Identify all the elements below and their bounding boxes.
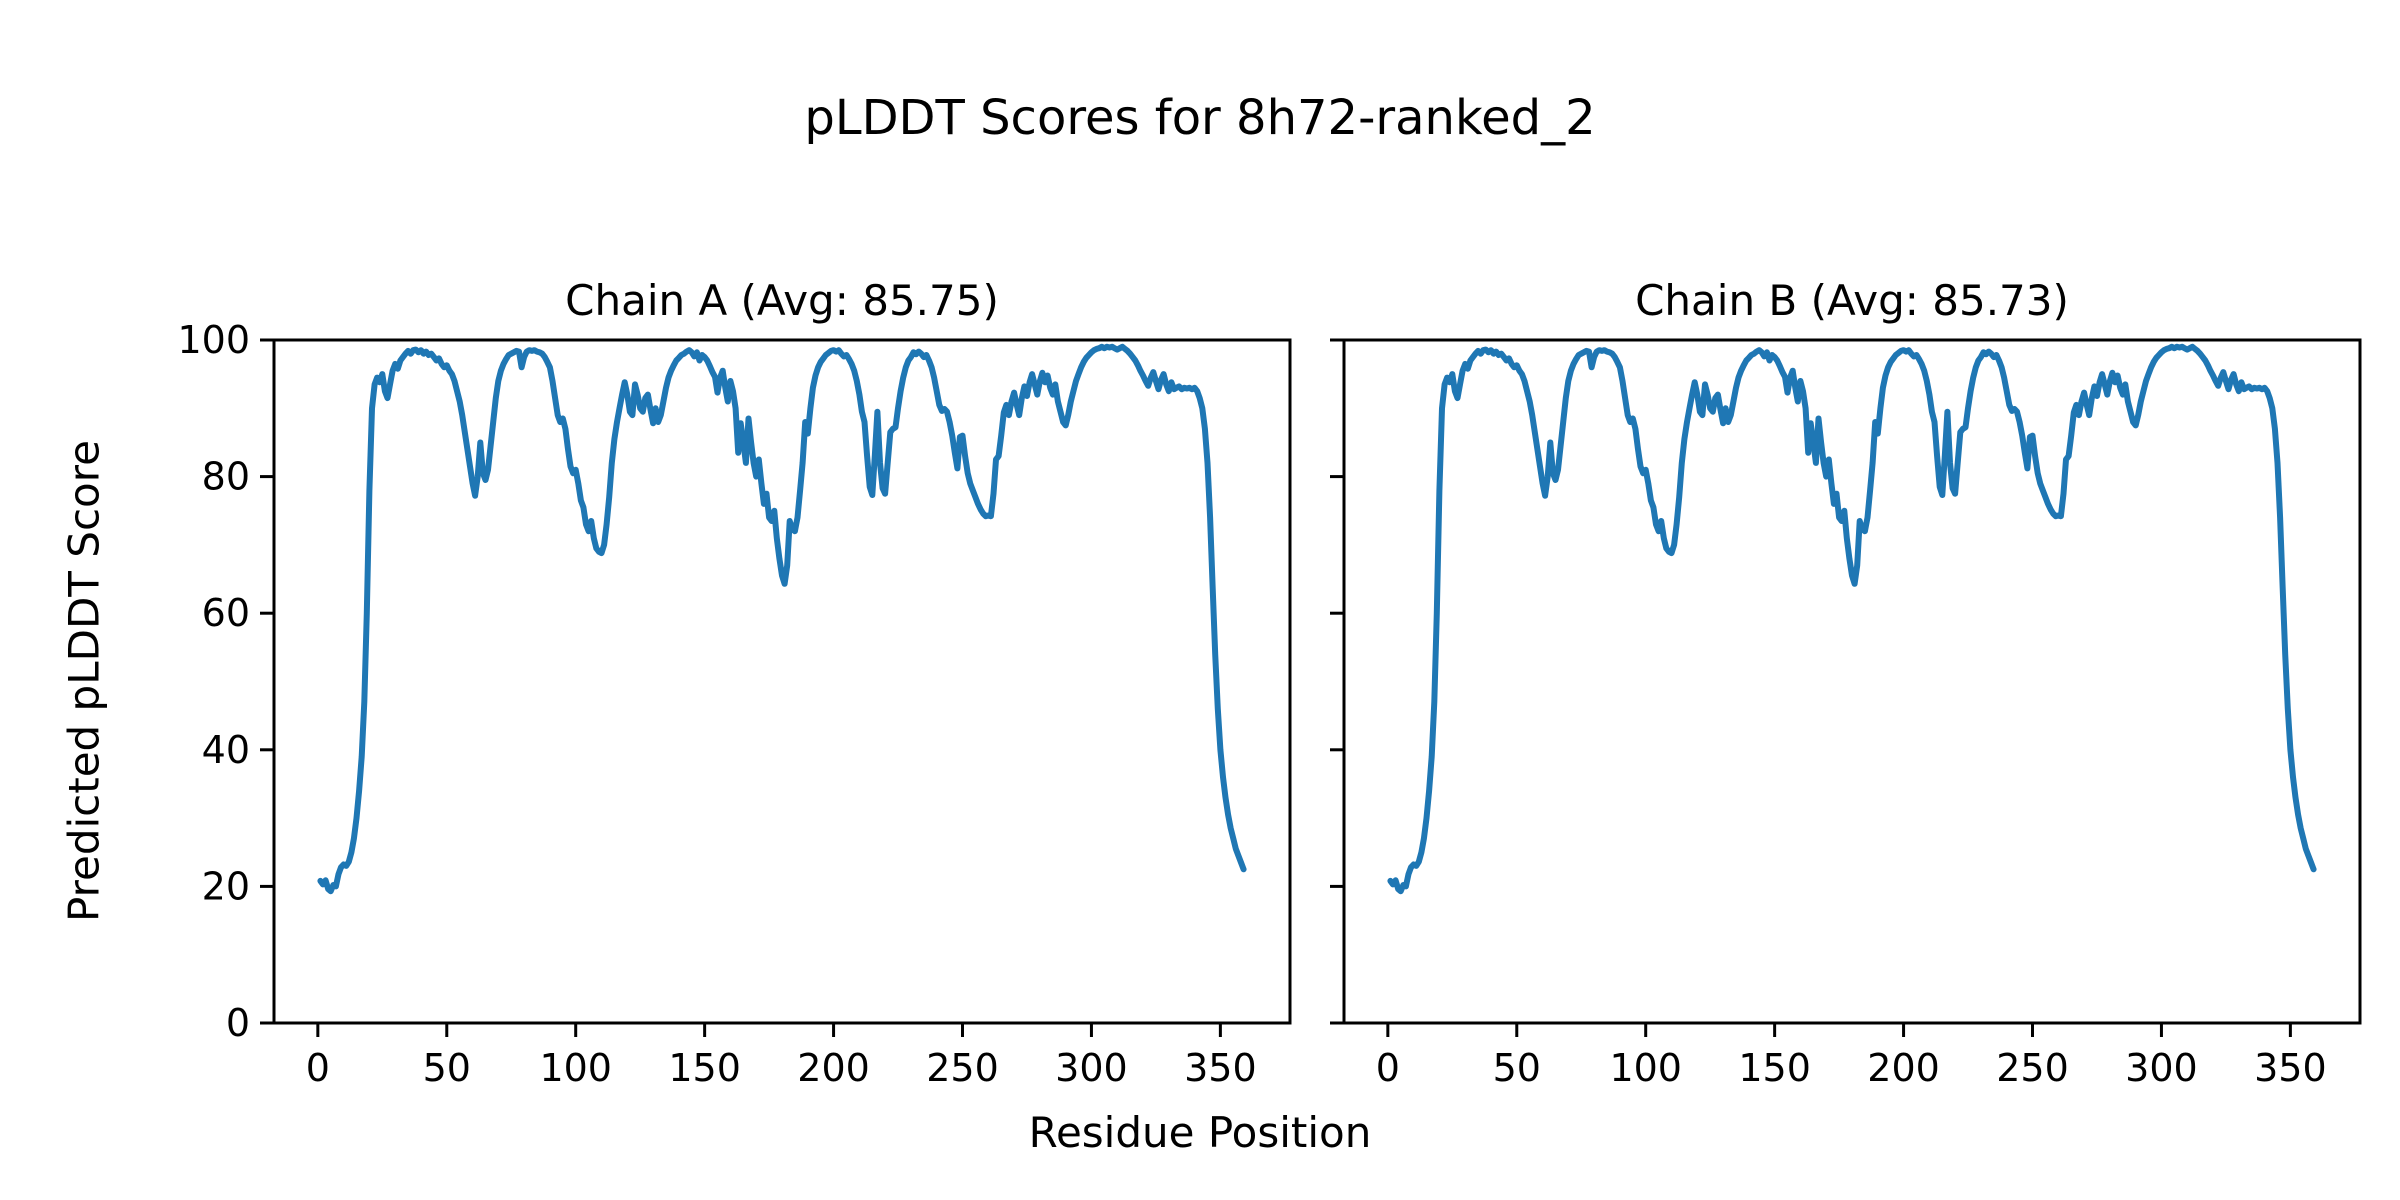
y-axis-label: Predicted pLDDT Score — [59, 440, 109, 922]
subplot-title-chain-b: Chain B (Avg: 85.73) — [1635, 276, 2069, 325]
axes-frame — [272, 338, 1292, 1025]
chain-a-plot: 0 50 100 150 200 250 300 350 0 20 40 60 80 100 — [177, 318, 1292, 1090]
x-tick-label: 300 — [2125, 1046, 2198, 1090]
x-tick-label: 50 — [423, 1046, 471, 1090]
x-tick-label: 150 — [1738, 1046, 1811, 1090]
axes-frame — [1342, 338, 2362, 1025]
x-tick-label: 100 — [539, 1046, 612, 1090]
y-tick-label: 60 — [202, 591, 250, 635]
y-tick-label: 20 — [202, 864, 250, 908]
y-tick-label: 80 — [202, 455, 250, 499]
y-tick-label: 100 — [177, 318, 250, 362]
x-tick-label: 0 — [1376, 1046, 1400, 1090]
x-axis-label: Residue Position — [1028, 1108, 1372, 1157]
plddt-line — [1387, 343, 2317, 895]
x-tick-label: 100 — [1609, 1046, 1682, 1090]
chain-b-plot: 0 50 100 150 200 250 300 350 — [1330, 338, 2362, 1090]
y-tick-label: 0 — [226, 1001, 250, 1045]
x-tick-label: 200 — [797, 1046, 870, 1090]
x-tick-label: 150 — [668, 1046, 741, 1090]
x-tick-label: 300 — [1055, 1046, 1128, 1090]
x-tick-label: 350 — [2254, 1046, 2327, 1090]
x-tick-label: 50 — [1493, 1046, 1541, 1090]
y-tick-label: 40 — [202, 728, 250, 772]
subplot-title-chain-a: Chain A (Avg: 85.75) — [565, 276, 999, 325]
x-tick-label: 0 — [306, 1046, 330, 1090]
plddt-line — [317, 343, 1247, 895]
x-tick-label: 200 — [1867, 1046, 1940, 1090]
x-tick-label: 350 — [1184, 1046, 1257, 1090]
figure-title: pLDDT Scores for 8h72-ranked_2 — [804, 90, 1596, 146]
x-tick-label: 250 — [926, 1046, 999, 1090]
x-tick-label: 250 — [1996, 1046, 2069, 1090]
